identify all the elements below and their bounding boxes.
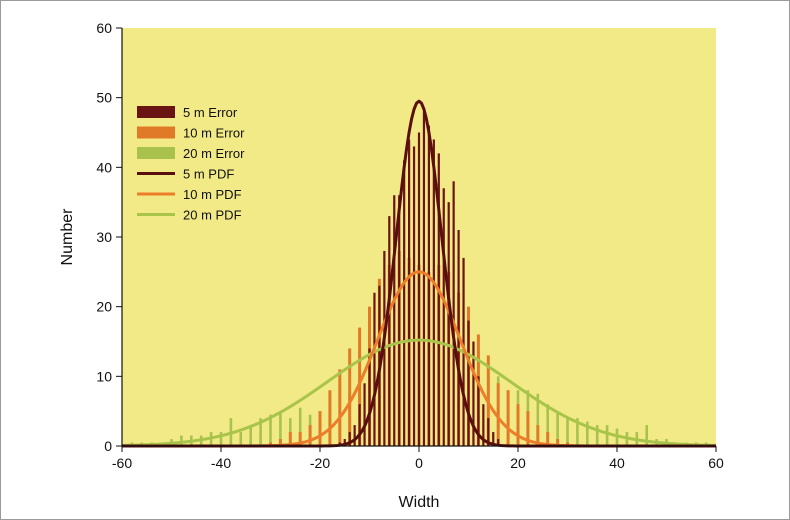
bar-5m-error: [388, 216, 391, 446]
bar-5m-error: [427, 125, 430, 446]
y-tick-label: 60: [96, 20, 112, 36]
bar-20m-error: [298, 407, 302, 446]
y-tick-label: 0: [104, 438, 112, 454]
bar-5m-error: [482, 404, 485, 446]
bar-10m-error: [496, 383, 500, 446]
x-tick-label: 40: [609, 455, 625, 471]
x-tick-label: -60: [112, 455, 132, 471]
bar-20m-error: [556, 411, 559, 446]
bar-10m-error: [308, 425, 312, 446]
y-axis-title: Number: [59, 208, 76, 266]
x-tick-label: 20: [510, 455, 526, 471]
y-tick-label: 40: [96, 159, 112, 175]
bar-20m-error: [605, 425, 609, 446]
bar-5m-error: [432, 139, 435, 446]
bar-5m-error: [353, 425, 356, 446]
bar-5m-error: [442, 188, 445, 447]
x-tick-label: 0: [415, 455, 423, 471]
bar-5m-error: [487, 418, 490, 446]
bar-5m-error: [417, 132, 421, 446]
bar-5m-error: [437, 153, 440, 446]
y-tick-label: 10: [96, 368, 112, 384]
x-tick-label: -40: [211, 455, 231, 471]
bar-5m-error: [452, 181, 455, 446]
bar-20m-error: [219, 432, 223, 446]
bar-20m-error: [566, 418, 569, 446]
legend-swatch: [137, 106, 175, 118]
bar-10m-error: [516, 404, 520, 446]
bar-10m-error: [506, 390, 510, 446]
bar-5m-error: [403, 160, 406, 446]
legend: 5 m Error 10 m Error 20 m Error 5 m PDF 10 m…: [137, 105, 245, 223]
bar-10m-error: [546, 432, 550, 446]
bar-20m-error: [576, 418, 579, 446]
bar-5m-error: [343, 439, 346, 446]
legend-label: 10 m Error: [183, 126, 245, 141]
bar-20m-error: [259, 418, 262, 446]
bar-10m-error: [288, 432, 292, 446]
bar-20m-error: [546, 404, 549, 446]
y-tick-label: 20: [96, 299, 112, 315]
bar-5m-error: [422, 111, 426, 446]
legend-label: 5 m PDF: [183, 167, 234, 182]
bar-20m-error: [289, 418, 292, 446]
y-tick-label: 50: [96, 90, 112, 106]
bar-5m-error: [408, 139, 411, 446]
bar-10m-error: [526, 411, 530, 446]
bar-10m-error: [328, 390, 332, 446]
bar-5m-error: [447, 202, 450, 446]
bar-5m-error: [348, 432, 351, 446]
bar-5m-error: [472, 341, 475, 446]
pdf-curve-20m: [121, 338, 717, 447]
y-tick-label: 30: [96, 229, 112, 245]
bar-20m-error: [249, 425, 252, 446]
bar-5m-error: [477, 376, 480, 446]
x-tick-label: -20: [310, 455, 330, 471]
bar-5m-error: [398, 195, 401, 446]
bar-20m-error: [239, 432, 243, 446]
bar-20m-error: [645, 425, 648, 446]
bar-5m-error: [497, 439, 500, 446]
bar-20m-error: [536, 393, 540, 446]
bar-20m-error: [586, 421, 589, 446]
bar-10m-error: [318, 411, 322, 446]
legend-label: 5 m Error: [183, 105, 238, 120]
bar-5m-error: [363, 383, 366, 446]
bar-10m-error: [338, 369, 342, 446]
bar-10m-error: [348, 348, 352, 446]
legend-label: 20 m Error: [183, 146, 245, 161]
bar-5m-error: [358, 404, 361, 446]
x-axis-title: Width: [399, 494, 440, 511]
legend-swatch: [137, 147, 175, 159]
bar-5m-error: [393, 195, 396, 446]
legend-swatch: [137, 126, 175, 139]
bar-10m-error: [358, 327, 362, 446]
bar-5m-error: [492, 432, 495, 446]
bar-20m-error: [180, 435, 183, 446]
bar-20m-error: [279, 411, 282, 446]
x-tick-label: 60: [708, 455, 724, 471]
bar-5m-error: [368, 348, 371, 446]
legend-label: 20 m PDF: [183, 208, 242, 223]
bar-5m-error: [373, 292, 376, 446]
bar-10m-error: [298, 432, 302, 446]
bar-10m-error: [536, 425, 540, 446]
bar-10m-error: [278, 439, 282, 446]
axes: -60 -40 -20 0 20 40 60 0 10 20 30 40 50 60: [96, 20, 724, 471]
bar-20m-error: [595, 425, 599, 446]
bar-20m-error: [269, 414, 272, 446]
legend-label: 10 m PDF: [183, 187, 242, 202]
bar-10m-error: [556, 439, 560, 446]
bar-5m-error: [467, 320, 470, 446]
bar-5m-error: [412, 146, 416, 446]
